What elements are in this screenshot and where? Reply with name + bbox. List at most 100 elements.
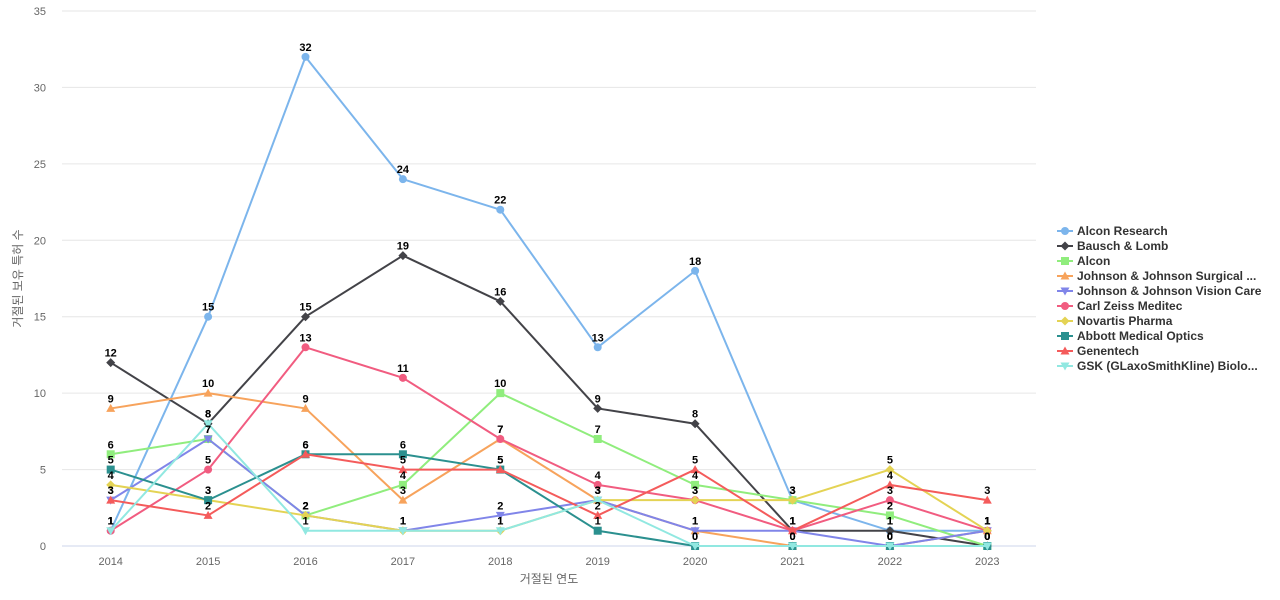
- legend-item[interactable]: Johnson & Johnson Vision Care: [1057, 284, 1262, 298]
- data-point[interactable]: [691, 480, 700, 489]
- data-point[interactable]: [593, 496, 603, 505]
- data-point[interactable]: [496, 389, 505, 398]
- legend-marker-icon[interactable]: [1060, 287, 1070, 296]
- data-point[interactable]: [982, 542, 992, 551]
- legend-item[interactable]: Novartis Pharma: [1057, 314, 1173, 328]
- legend-item[interactable]: Abbott Medical Optics: [1057, 329, 1204, 343]
- data-label: 13: [299, 332, 311, 344]
- legend-marker-icon[interactable]: [1060, 271, 1070, 280]
- legend-marker-icon[interactable]: [1060, 241, 1070, 251]
- legend-label[interactable]: Carl Zeiss Meditec: [1077, 299, 1183, 313]
- legend-item[interactable]: Alcon Research: [1057, 224, 1168, 238]
- data-point[interactable]: [398, 480, 407, 489]
- series-line[interactable]: [109, 55, 989, 532]
- data-point[interactable]: [203, 510, 213, 519]
- data-point[interactable]: [106, 403, 116, 412]
- data-point[interactable]: [593, 480, 602, 489]
- data-point[interactable]: [885, 542, 895, 551]
- data-point[interactable]: [593, 435, 602, 443]
- data-point[interactable]: [496, 435, 505, 443]
- data-point[interactable]: [203, 420, 213, 429]
- data-point[interactable]: [106, 495, 116, 504]
- data-point[interactable]: [301, 449, 310, 458]
- data-point[interactable]: [301, 527, 310, 536]
- data-point[interactable]: [690, 495, 700, 505]
- legend-label[interactable]: Alcon: [1077, 254, 1110, 268]
- legend-item[interactable]: Johnson & Johnson Surgical ...: [1057, 269, 1256, 283]
- data-point[interactable]: [593, 526, 602, 535]
- data-point[interactable]: [885, 511, 894, 520]
- data-point[interactable]: [301, 343, 310, 352]
- legend-marker-icon[interactable]: [1060, 362, 1070, 371]
- data-point[interactable]: [301, 403, 310, 412]
- data-point[interactable]: [398, 175, 407, 184]
- data-point[interactable]: [301, 52, 310, 61]
- series-line[interactable]: [109, 254, 989, 547]
- legend-label[interactable]: Alcon Research: [1077, 224, 1168, 238]
- data-point[interactable]: [106, 527, 116, 536]
- legend-label[interactable]: Novartis Pharma: [1077, 314, 1173, 328]
- data-point[interactable]: [788, 542, 797, 551]
- legend-marker-icon[interactable]: [1060, 316, 1070, 326]
- data-point[interactable]: [885, 526, 895, 536]
- data-point[interactable]: [301, 312, 310, 322]
- legend-item[interactable]: Alcon: [1057, 254, 1110, 268]
- legend-label[interactable]: GSK (GLaxoSmithKline) Biolo...: [1077, 359, 1258, 373]
- data-point[interactable]: [106, 450, 115, 459]
- data-point[interactable]: [982, 495, 992, 504]
- legend-marker-icon[interactable]: [1061, 332, 1069, 340]
- data-point[interactable]: [398, 465, 408, 474]
- legend-label[interactable]: Genentech: [1077, 344, 1139, 358]
- data-point[interactable]: [106, 465, 115, 474]
- data-point[interactable]: [495, 527, 505, 536]
- data-point[interactable]: [885, 480, 895, 489]
- data-point[interactable]: [885, 465, 895, 475]
- series-line[interactable]: [109, 346, 989, 532]
- data-point[interactable]: [690, 465, 700, 474]
- legend-marker-icon[interactable]: [1060, 346, 1070, 355]
- legend-marker-icon[interactable]: [1061, 257, 1069, 265]
- data-point[interactable]: [690, 527, 700, 536]
- data-point[interactable]: [495, 511, 505, 520]
- data-point[interactable]: [495, 465, 505, 474]
- data-point[interactable]: [204, 465, 213, 474]
- data-point[interactable]: [788, 495, 797, 505]
- legend-item[interactable]: Genentech: [1057, 344, 1139, 358]
- data-point[interactable]: [204, 496, 213, 505]
- data-point[interactable]: [398, 251, 408, 261]
- data-point[interactable]: [398, 527, 408, 536]
- data-point[interactable]: [593, 403, 603, 413]
- data-point[interactable]: [203, 388, 213, 397]
- data-point[interactable]: [106, 358, 116, 368]
- data-point[interactable]: [593, 510, 603, 519]
- data-point[interactable]: [106, 480, 116, 490]
- data-point[interactable]: [788, 526, 797, 535]
- data-point[interactable]: [885, 496, 894, 505]
- data-point[interactable]: [301, 510, 310, 520]
- legend-label[interactable]: Johnson & Johnson Vision Care: [1077, 284, 1262, 298]
- series-line[interactable]: [109, 422, 989, 547]
- data-point[interactable]: [398, 495, 408, 504]
- data-point[interactable]: [690, 542, 700, 551]
- series-line[interactable]: [109, 453, 989, 532]
- data-point[interactable]: [204, 312, 213, 321]
- legend-item[interactable]: Bausch & Lomb: [1057, 239, 1168, 253]
- data-point[interactable]: [495, 296, 505, 306]
- data-point[interactable]: [690, 419, 700, 429]
- data-point[interactable]: [398, 373, 407, 382]
- legend-marker-icon[interactable]: [1061, 227, 1069, 235]
- legend-label[interactable]: Abbott Medical Optics: [1077, 329, 1204, 343]
- legend-item[interactable]: GSK (GLaxoSmithKline) Biolo...: [1057, 359, 1258, 373]
- legend-item[interactable]: Carl Zeiss Meditec: [1057, 299, 1183, 313]
- data-point[interactable]: [982, 526, 992, 536]
- data-point[interactable]: [496, 205, 505, 214]
- legend-label[interactable]: Johnson & Johnson Surgical ...: [1077, 269, 1256, 283]
- data-point[interactable]: [691, 266, 700, 275]
- data-point[interactable]: [593, 343, 602, 352]
- legend-label[interactable]: Bausch & Lomb: [1077, 239, 1168, 253]
- data-point[interactable]: [398, 450, 407, 459]
- legend-marker-icon[interactable]: [1061, 302, 1069, 310]
- data-point[interactable]: [203, 435, 213, 444]
- x-tick-label: 2014: [98, 556, 122, 568]
